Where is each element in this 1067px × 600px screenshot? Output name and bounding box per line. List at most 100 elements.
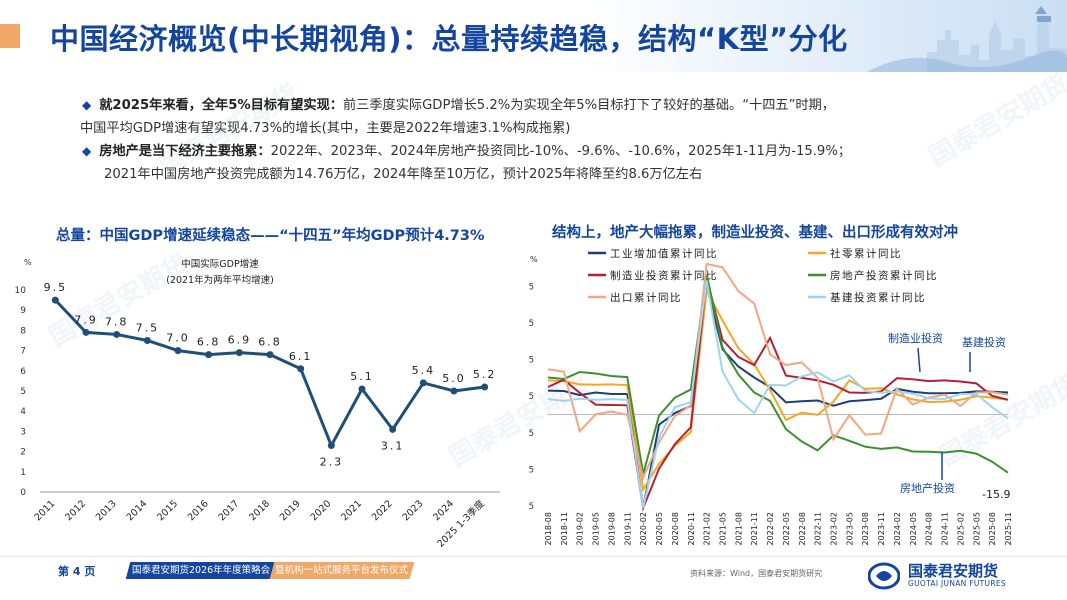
- data-label: 7.0: [166, 332, 190, 345]
- diamond-bullet-icon: ◆: [82, 98, 92, 112]
- diamond-bullet-icon: ◆: [82, 144, 92, 158]
- legend-label: 房地产投资累计同比: [830, 269, 938, 282]
- event-badge-text: 国泰君安期货2026年年度策略会: [131, 565, 271, 576]
- data-point: [481, 383, 489, 391]
- y-axis-unit: %: [530, 255, 538, 264]
- y-tick-label: 0: [20, 488, 26, 498]
- chart-subtitle: (2021年为两年平均增速): [166, 274, 274, 286]
- x-tick-label: 2023-11: [877, 512, 886, 545]
- y-tick-label: 10: [15, 286, 27, 296]
- x-tick-label: 2021-11: [750, 512, 759, 545]
- x-tick-label: 2025-05: [972, 512, 981, 545]
- annotation-label: 房地产投资: [900, 481, 955, 495]
- legend-label: 社零累计同比: [830, 247, 902, 260]
- bullet-continuation: 2021年中国房地产投资完成额为14.76万亿，2024年降至10万亿，预计20…: [104, 167, 703, 182]
- x-tick-label: 2024-08: [925, 512, 934, 545]
- x-tick-label: 2017: [217, 498, 242, 523]
- data-point: [266, 351, 274, 359]
- event-badge-secondary-text: 暨机构一站式服务平台发布仪式: [275, 565, 409, 576]
- y-tick-label: 9: [20, 306, 26, 316]
- series-line: [547, 274, 1009, 475]
- data-label: 9.5: [44, 281, 68, 294]
- annotation-label: 基建投资: [962, 335, 1006, 349]
- header-bar: 中国经济概览(中长期视角)：总量持续趋稳，结构“K型”分化: [0, 0, 1067, 72]
- data-label: 7.5: [136, 322, 160, 335]
- annotation-arrow: [917, 347, 921, 373]
- x-tick-label: 2024-05: [909, 512, 918, 545]
- x-tick-label: 2020: [309, 498, 334, 523]
- y-tick-label: 4: [20, 407, 26, 417]
- x-tick-label: 2021-08: [734, 512, 743, 545]
- event-badge-secondary: 暨机构一站式服务平台发布仪式: [269, 562, 415, 579]
- y-tick-label: 6: [20, 367, 26, 377]
- event-badge: 国泰君安期货2026年年度策略会: [125, 562, 277, 579]
- bullet-item: ◆ 就2025年来看，全年5%目标有望实现：前三季度实际GDP增长5.2%为实现全…: [82, 94, 982, 117]
- bullet-text: 2022年、2023年、2024年房地产投资同比-10%、-9.6%、-10.6…: [270, 144, 852, 159]
- x-tick-label: 2018: [247, 498, 272, 523]
- x-tick-label: 2020-02: [639, 512, 648, 545]
- data-label: 5.4: [412, 364, 436, 377]
- x-tick-label: 2018-11: [560, 512, 569, 545]
- x-tick-label: 2023-05: [845, 512, 854, 545]
- data-label: 7.8: [105, 315, 129, 328]
- y-tick-label: 25: [528, 319, 534, 329]
- footer-bar: 第 4 页 国泰君安期货2026年年度策略会 暨机构一站式服务平台发布仪式 资料…: [0, 556, 1067, 600]
- x-tick-label: 2025-11: [1004, 512, 1013, 545]
- x-tick-label: 2020-11: [687, 512, 696, 545]
- company-logo-icon: [868, 562, 900, 590]
- summary-bullets: ◆ 就2025年来看，全年5%目标有望实现：前三季度实际GDP增长5.2%为实现全…: [80, 94, 982, 186]
- y-tick-label: 35: [528, 282, 534, 292]
- data-point: [174, 347, 182, 355]
- y-tick-label: 8: [20, 326, 26, 336]
- data-label: 2.3: [320, 456, 344, 469]
- x-tick-label: 2014: [125, 498, 150, 523]
- page-title: 中国经济概览(中长期视角)：总量持续趋稳，结构“K型”分化: [50, 22, 848, 56]
- data-point: [205, 351, 213, 359]
- data-label: 6.8: [258, 336, 282, 349]
- bullet-item: ◆ 房地产是当下经济主要拖累：2022年、2023年、2024年房地产投资同比-1…: [82, 140, 982, 163]
- chart-title: 中国实际GDP增速: [181, 258, 259, 270]
- left-panel-title: 总量：中国GDP增速延续稳态——“十四五”年均GDP预计4.73%: [56, 228, 485, 244]
- skyline-decoration-icon: [867, 6, 1067, 72]
- bullet-text: 前三季度实际GDP增长5.2%为实现全年5%目标打下了较好的基础。“十四五”时期…: [342, 98, 835, 113]
- legend-label: 制造业投资累计同比: [610, 269, 718, 282]
- page-number: 第 4 页: [58, 565, 96, 578]
- right-panel-title: 结构上，地产大幅拖累，制造业投资、基建、出口形成有效对冲: [552, 225, 958, 241]
- x-tick-label: 2022: [370, 498, 395, 523]
- x-tick-label: 2020-05: [655, 512, 664, 545]
- logo-text-cn: 国泰君安期货: [908, 562, 999, 580]
- series-line: [547, 277, 1009, 512]
- data-point: [297, 365, 305, 373]
- x-tick-label: 2025-02: [956, 512, 965, 545]
- data-point: [419, 379, 427, 387]
- data-source-note: 资料来源：Wind，国泰君安期货研究: [690, 569, 823, 578]
- data-label: 6.8: [197, 336, 221, 349]
- data-label: 7.9: [74, 313, 98, 326]
- x-tick-label: 2019-05: [592, 512, 601, 545]
- data-point: [143, 337, 151, 344]
- x-tick-label: 2015: [155, 498, 180, 523]
- y-axis-unit: %: [24, 258, 32, 267]
- x-tick-label: 2023: [401, 498, 426, 523]
- header-accent: [0, 24, 20, 48]
- x-tick-label: 2022-08: [798, 512, 807, 545]
- x-tick-label: 2023-02: [830, 512, 839, 545]
- annotation-value: -15.9: [982, 488, 1010, 501]
- y-tick-label: -15: [528, 465, 534, 475]
- x-tick-label: 2022-05: [782, 512, 791, 545]
- data-label: 5.2: [473, 368, 497, 381]
- x-tick-label: 2016: [186, 498, 211, 523]
- x-tick-label: 2019-11: [623, 512, 632, 545]
- x-tick-label: 2013: [94, 498, 119, 523]
- y-tick-label: 2: [20, 448, 26, 458]
- data-point: [450, 387, 458, 395]
- structure-growth-chart: % -25 -15 -5 5 15 25 35 工业增加值累计同比 社零累计同比制造业投资累计同比…: [528, 247, 1013, 545]
- y-tick-label: 5: [529, 392, 534, 402]
- data-point: [358, 385, 366, 393]
- x-tick-label: 2024-02: [893, 512, 902, 545]
- x-tick-label: 2021: [339, 498, 364, 523]
- y-tick-label: 5: [20, 387, 26, 397]
- data-point: [235, 349, 243, 357]
- data-label: 3.1: [381, 439, 405, 452]
- y-tick-label: -5: [528, 429, 534, 439]
